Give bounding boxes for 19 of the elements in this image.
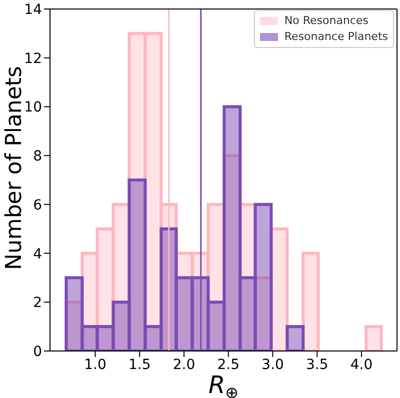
y-tick-label: 2 xyxy=(33,295,42,312)
y-tick-label: 0 xyxy=(33,344,42,360)
y-tick-label: 14 xyxy=(24,2,42,18)
x-tick-label: 2.0 xyxy=(172,356,196,373)
x-tick-label: 2.5 xyxy=(217,356,240,373)
x-tick-label: 3.0 xyxy=(262,356,284,373)
x-tick-label: 1.0 xyxy=(84,356,106,373)
x-axis-title: R$_{⊕}$ xyxy=(208,371,239,398)
x-tick-label: 1.5 xyxy=(128,356,151,373)
y-axis-title: Number of Planets xyxy=(2,66,27,270)
legend-label: No Resonances xyxy=(284,13,368,29)
x-tick-label: 3.5 xyxy=(306,356,328,373)
y-tick-label: 10 xyxy=(24,100,42,116)
y-tick-label: 8 xyxy=(33,148,42,165)
legend-label: Resonance Planets xyxy=(284,29,388,45)
y-tick-label: 4 xyxy=(33,246,42,262)
y-tick-label: 12 xyxy=(24,50,42,67)
y-tick-label: 6 xyxy=(33,197,42,214)
x-tick-label: 4.0 xyxy=(350,356,373,373)
